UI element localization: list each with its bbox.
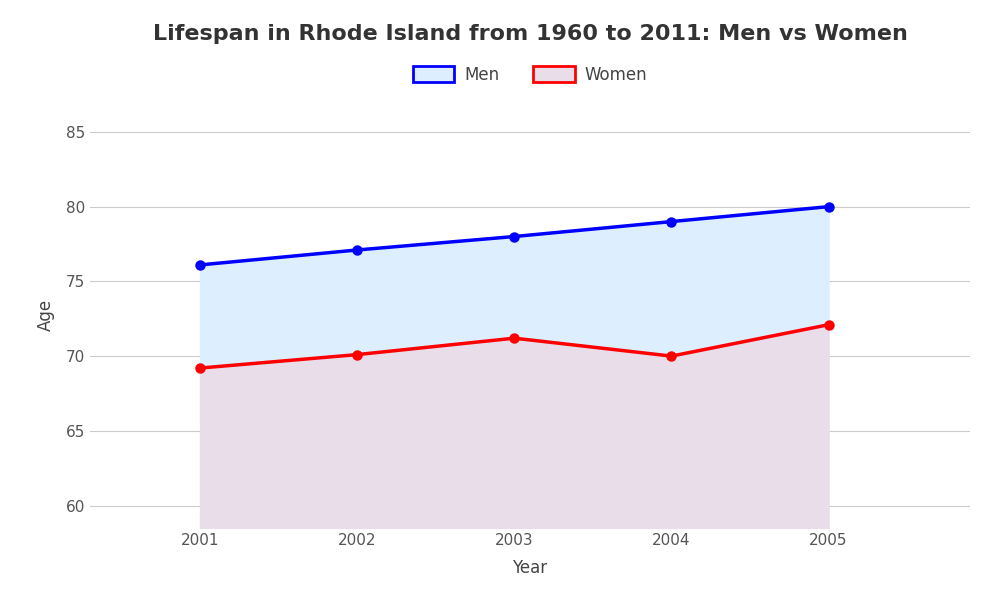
X-axis label: Year: Year <box>512 559 548 577</box>
Y-axis label: Age: Age <box>37 299 55 331</box>
Title: Lifespan in Rhode Island from 1960 to 2011: Men vs Women: Lifespan in Rhode Island from 1960 to 20… <box>153 23 907 43</box>
Legend: Men, Women: Men, Women <box>406 59 654 91</box>
